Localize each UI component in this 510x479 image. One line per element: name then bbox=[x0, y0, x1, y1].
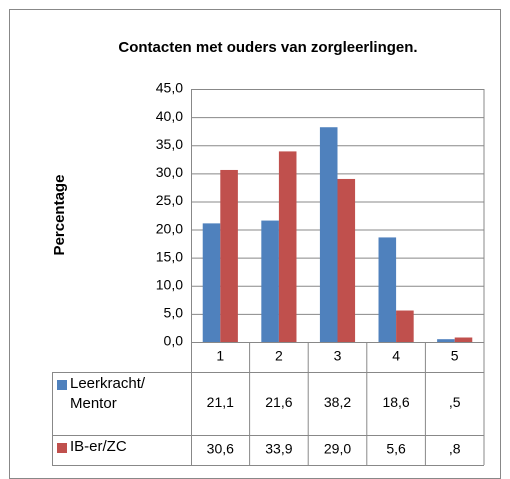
table-value: ,8 bbox=[449, 441, 461, 457]
y-tick-label: 15,0 bbox=[156, 248, 183, 264]
bar bbox=[202, 223, 221, 342]
legend-label: IB-er/ZC bbox=[70, 438, 127, 455]
y-tick-label: 45,0 bbox=[156, 80, 183, 96]
y-tick-label: 0,0 bbox=[164, 333, 184, 349]
table-value: 38,2 bbox=[324, 394, 351, 410]
bar bbox=[454, 337, 473, 342]
x-tick-label: 5 bbox=[451, 348, 459, 364]
bar bbox=[437, 339, 455, 342]
bar bbox=[378, 237, 397, 342]
legend-label-box: IB-er/ZC bbox=[70, 438, 127, 455]
legend-label: Leerkracht/ Mentor bbox=[70, 375, 146, 412]
y-tick-label: 10,0 bbox=[156, 276, 183, 292]
table-value: 29,0 bbox=[324, 441, 351, 457]
y-tick-label: 20,0 bbox=[156, 220, 183, 236]
table-value: 5,6 bbox=[386, 441, 406, 457]
legend-label-box: Leerkracht/ Mentor bbox=[70, 375, 146, 412]
bar bbox=[261, 220, 279, 342]
x-tick-label: 4 bbox=[392, 348, 400, 364]
y-tick-label: 30,0 bbox=[156, 164, 183, 180]
y-tick-label: 35,0 bbox=[156, 136, 183, 152]
table-value: 21,6 bbox=[265, 394, 292, 410]
table-value: 30,6 bbox=[207, 441, 234, 457]
y-tick-label: 25,0 bbox=[156, 192, 183, 208]
chart-title: Contacten met ouders van zorgleerlingen. bbox=[118, 39, 417, 56]
table-value: ,5 bbox=[449, 394, 461, 410]
y-axis-title: Percentage bbox=[51, 175, 68, 256]
y-tick-label: 40,0 bbox=[156, 108, 183, 124]
y-tick-label: 5,0 bbox=[164, 305, 184, 321]
chart-frame bbox=[9, 9, 501, 479]
bar bbox=[337, 178, 356, 342]
bar bbox=[319, 127, 338, 342]
x-tick-label: 1 bbox=[216, 348, 224, 364]
legend-swatch bbox=[57, 443, 67, 453]
x-tick-label: 3 bbox=[334, 348, 342, 364]
table-value: 18,6 bbox=[382, 394, 409, 410]
bar bbox=[278, 151, 297, 342]
table-value: 21,1 bbox=[207, 394, 234, 410]
bar bbox=[220, 169, 238, 342]
bar bbox=[396, 310, 414, 342]
table-value: 33,9 bbox=[265, 441, 292, 457]
legend-swatch bbox=[57, 380, 67, 390]
x-tick-label: 2 bbox=[275, 348, 283, 364]
